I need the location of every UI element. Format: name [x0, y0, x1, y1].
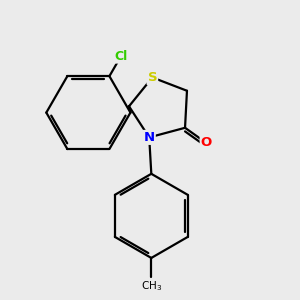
Text: CH$_3$: CH$_3$ — [141, 279, 162, 293]
Text: S: S — [148, 71, 157, 84]
Text: O: O — [201, 136, 212, 149]
Text: Cl: Cl — [114, 50, 128, 63]
Text: N: N — [144, 131, 155, 144]
